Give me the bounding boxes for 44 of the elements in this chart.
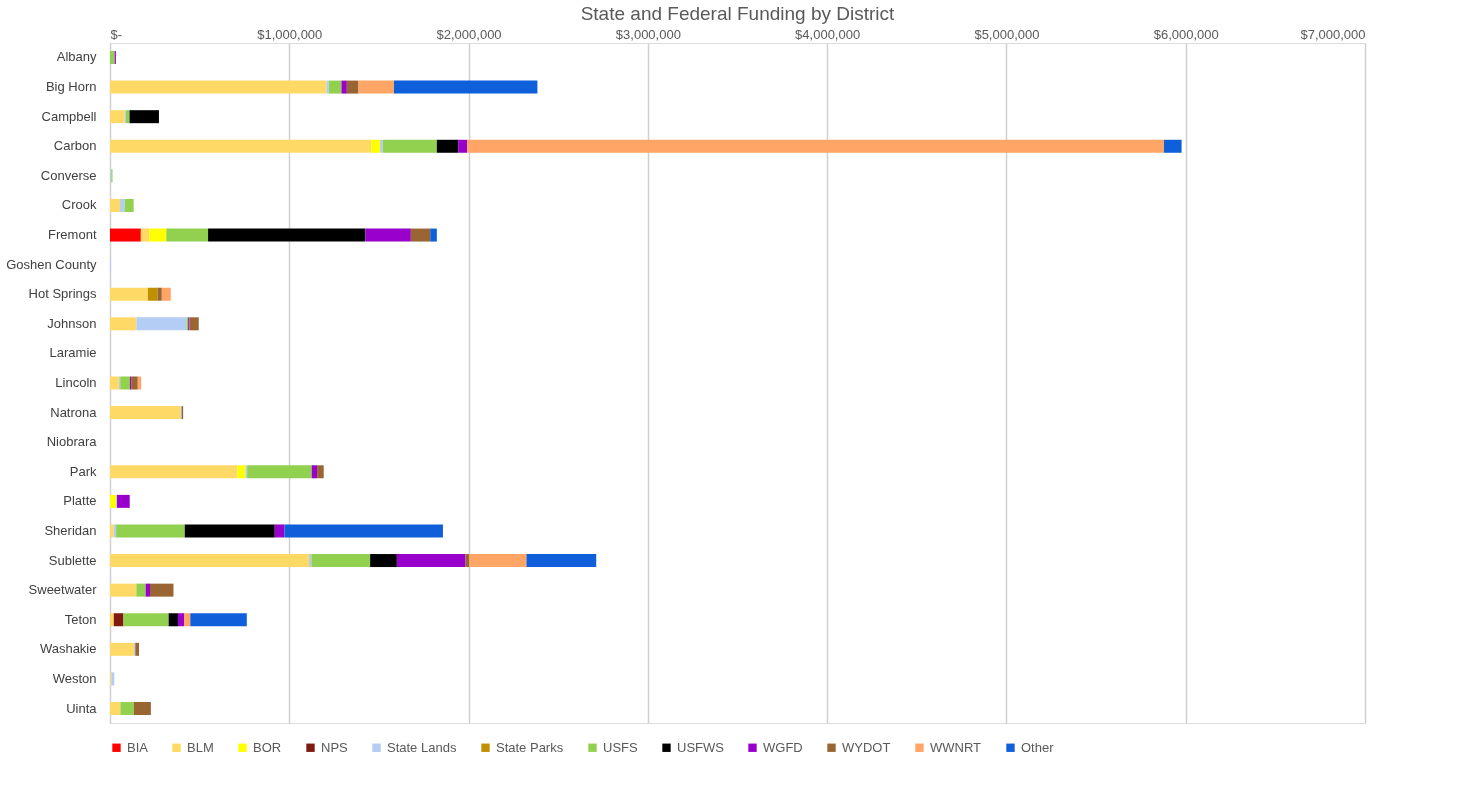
x-tick-label: $4,000,000 xyxy=(795,26,861,42)
x-tick-label: $- xyxy=(110,26,123,42)
y-tick-label: Sheridan xyxy=(44,522,97,538)
y-tick-label: Uinta xyxy=(66,700,98,716)
y-tick-label: Big Horn xyxy=(45,79,97,95)
legend-label: WWNRT xyxy=(930,739,982,755)
x-tick-label: $3,000,000 xyxy=(615,26,681,42)
legend-label: State Lands xyxy=(387,739,457,755)
y-tick-label: Crook xyxy=(61,197,97,213)
legend-label: BOR xyxy=(253,739,282,755)
y-tick-label: Goshen County xyxy=(6,256,97,272)
legend-label: WGFD xyxy=(763,739,803,755)
y-tick-label: Park xyxy=(69,463,97,479)
y-tick-label: Sublette xyxy=(48,552,97,568)
y-tick-label: Johnson xyxy=(47,315,97,331)
y-tick-label: Lincoln xyxy=(55,375,97,390)
legend-label: NPS xyxy=(321,739,349,755)
legend-label: BLM xyxy=(187,739,214,755)
y-tick-label: Fremont xyxy=(48,227,97,243)
x-tick-label: $2,000,000 xyxy=(436,26,502,42)
y-tick-label: Carbon xyxy=(53,138,97,154)
y-tick-label: Hot Springs xyxy=(28,286,97,302)
y-tick-label: Converse xyxy=(40,167,97,183)
legend-label: BIA xyxy=(127,739,149,755)
y-tick-label: Platte xyxy=(63,493,97,509)
y-tick-label: Campbell xyxy=(41,108,97,124)
y-tick-label: Weston xyxy=(52,670,97,686)
y-tick-label: Sweetwater xyxy=(28,582,98,598)
x-tick-label: $6,000,000 xyxy=(1153,26,1219,42)
x-tick-label: $7,000,000 xyxy=(1300,26,1366,42)
x-tick-label: $5,000,000 xyxy=(974,26,1040,42)
y-tick-label: Natrona xyxy=(50,404,98,420)
legend-label: USFWS xyxy=(677,739,725,755)
legend-label: State Parks xyxy=(496,739,564,755)
y-tick-label: Albany xyxy=(56,49,97,65)
y-tick-label: Washakie xyxy=(39,641,97,657)
legend-label: WYDOT xyxy=(842,739,891,755)
y-tick-label: Teton xyxy=(64,611,97,627)
x-tick-label: $1,000,000 xyxy=(257,26,323,42)
legend-label: Other xyxy=(1021,739,1055,755)
legend-label: USFS xyxy=(603,739,638,755)
chart-title: State and Federal Funding by District xyxy=(580,3,896,24)
y-tick-label: Niobrara xyxy=(46,434,98,450)
y-tick-label: Laramie xyxy=(49,345,97,361)
